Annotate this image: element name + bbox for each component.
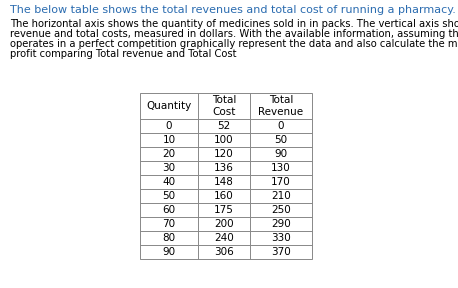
Text: 0: 0 bbox=[278, 121, 284, 131]
Text: 130: 130 bbox=[271, 163, 291, 173]
Text: 50: 50 bbox=[163, 191, 175, 201]
Text: 170: 170 bbox=[271, 177, 291, 187]
Text: The below table shows the total revenues and total cost of running a pharmacy.: The below table shows the total revenues… bbox=[10, 5, 456, 15]
Text: 120: 120 bbox=[214, 149, 234, 159]
Text: 60: 60 bbox=[163, 205, 175, 215]
Text: revenue and total costs, measured in dollars. With the available information, as: revenue and total costs, measured in dol… bbox=[10, 29, 458, 39]
Text: operates in a perfect competition graphically represent the data and also calcul: operates in a perfect competition graphi… bbox=[10, 39, 458, 49]
Text: 175: 175 bbox=[214, 205, 234, 215]
Text: 10: 10 bbox=[163, 135, 175, 145]
Text: 330: 330 bbox=[271, 233, 291, 243]
Text: 80: 80 bbox=[163, 233, 175, 243]
Text: profit comparing Total revenue and Total Cost: profit comparing Total revenue and Total… bbox=[10, 49, 236, 59]
Text: 90: 90 bbox=[163, 247, 175, 257]
Text: Total
Cost: Total Cost bbox=[212, 95, 236, 117]
Text: 0: 0 bbox=[166, 121, 172, 131]
Text: 290: 290 bbox=[271, 219, 291, 229]
Text: 90: 90 bbox=[274, 149, 288, 159]
Text: The horizontal axis shows the quantity of medicines sold in in packs. The vertic: The horizontal axis shows the quantity o… bbox=[10, 19, 458, 29]
Text: 30: 30 bbox=[163, 163, 175, 173]
Text: 370: 370 bbox=[271, 247, 291, 257]
Text: 40: 40 bbox=[163, 177, 175, 187]
Text: 210: 210 bbox=[271, 191, 291, 201]
Text: 70: 70 bbox=[163, 219, 175, 229]
Text: 20: 20 bbox=[163, 149, 175, 159]
Text: 160: 160 bbox=[214, 191, 234, 201]
Text: Total
Revenue: Total Revenue bbox=[258, 95, 304, 117]
Text: 52: 52 bbox=[218, 121, 231, 131]
Text: 250: 250 bbox=[271, 205, 291, 215]
Text: 240: 240 bbox=[214, 233, 234, 243]
Text: 200: 200 bbox=[214, 219, 234, 229]
Text: 50: 50 bbox=[274, 135, 288, 145]
Text: Quantity: Quantity bbox=[147, 101, 191, 111]
Text: 306: 306 bbox=[214, 247, 234, 257]
Text: 136: 136 bbox=[214, 163, 234, 173]
Bar bbox=[140, 93, 312, 259]
Text: 100: 100 bbox=[214, 135, 234, 145]
Text: 148: 148 bbox=[214, 177, 234, 187]
